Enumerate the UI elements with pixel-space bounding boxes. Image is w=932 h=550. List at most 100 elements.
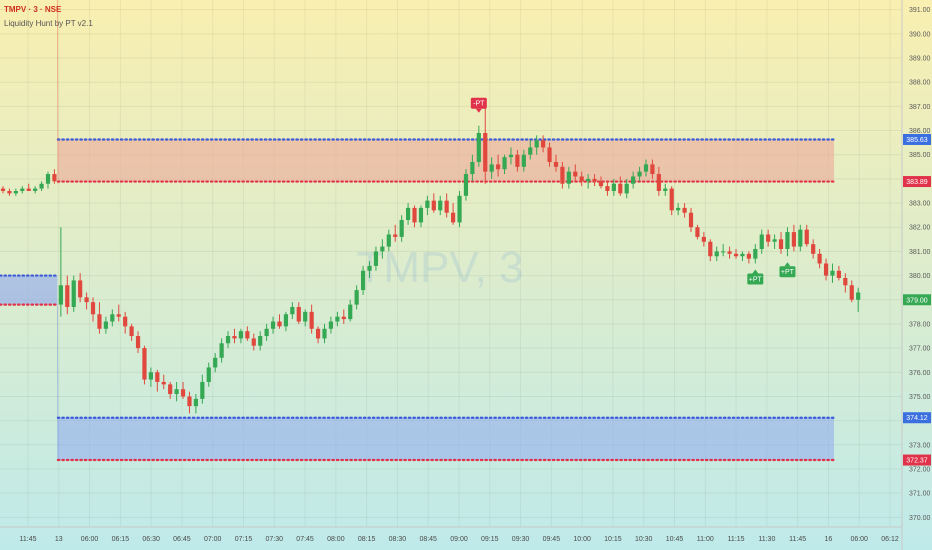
candle-body: [283, 314, 289, 327]
candle-body: [637, 171, 642, 177]
candle-body: [791, 232, 796, 247]
candle-body: [463, 174, 469, 196]
x-tick-label: 08:30: [389, 536, 407, 543]
candle-body: [71, 280, 76, 308]
y-tick-label: 371.00: [909, 491, 931, 498]
candle-body: [528, 147, 533, 155]
x-tick-label: 09:45: [543, 536, 561, 543]
candle-body: [380, 246, 385, 252]
x-tick-label: 07:15: [235, 536, 253, 543]
y-tick-label: 385.00: [909, 152, 931, 159]
y-tick-label: 370.00: [909, 515, 931, 522]
markers: -PT +PT +PT: [470, 97, 796, 285]
price-label-blue: 374.12: [903, 412, 931, 424]
candle-body: [264, 328, 269, 337]
zones: [0, 0, 836, 462]
sell-marker[interactable]: -PT: [470, 97, 487, 113]
price-label-green: 379.00: [903, 294, 931, 306]
x-tick-label: 11:30: [758, 536, 775, 543]
price-label-red: 383.89: [903, 176, 931, 188]
zone-upper-zone: [57, 139, 835, 182]
x-tick-label: 16: [825, 536, 833, 543]
x-tick-label: 07:45: [296, 536, 314, 543]
x-tick-label: 11:45: [20, 536, 37, 543]
price-label-blue: 385.63: [903, 133, 931, 145]
x-tick-label: 11:00: [697, 536, 714, 543]
candle-body: [45, 174, 51, 184]
candle-body: [123, 316, 128, 327]
y-tick-label: 389.00: [909, 56, 931, 63]
candle-body: [425, 200, 430, 208]
time-axis[interactable]: 11:45 13 06:00 06:15 06:30 06:45 07:00 07:15 07:…: [20, 536, 899, 543]
candle-body: [219, 343, 224, 358]
candle-body: [180, 389, 186, 397]
candle-body: [213, 357, 218, 368]
candle-body: [78, 280, 83, 298]
x-tick-label: 06:12: [881, 536, 899, 543]
candle-body: [856, 292, 861, 300]
candle-body: [669, 188, 674, 211]
zone-previous-zone: [0, 275, 58, 305]
y-tick-label: 373.00: [909, 442, 931, 449]
candle-body: [290, 307, 295, 315]
candle-body: [225, 336, 231, 344]
candle-body: [84, 297, 89, 303]
candle-body: [798, 229, 803, 247]
candle-body: [772, 239, 777, 242]
y-tick-label: 377.00: [909, 346, 931, 353]
x-tick-label: 07:30: [266, 536, 284, 543]
y-tick-label: 391.00: [909, 7, 931, 14]
candle-body: [843, 278, 848, 286]
candle-body: [315, 328, 321, 339]
indicator-title[interactable]: Liquidity Hunt by PT v2.1: [4, 19, 93, 28]
candle-body: [270, 321, 276, 329]
candle-body: [90, 302, 96, 315]
candle-body: [695, 227, 700, 237]
candle-body: [643, 164, 649, 172]
y-tick-label: 387.00: [909, 104, 931, 111]
candle-body: [187, 396, 192, 407]
candle-body: [7, 190, 12, 194]
y-tick-label: 386.00: [909, 128, 931, 135]
candle-body: [335, 316, 340, 322]
candle-body: [174, 389, 179, 395]
price-label-text: 383.89: [906, 179, 928, 186]
candle-body: [168, 384, 173, 395]
candle-body: [746, 253, 751, 259]
candle-body: [785, 232, 790, 249]
candle-body: [386, 234, 391, 247]
candle-body: [811, 244, 816, 254]
candle-body: [708, 241, 713, 257]
x-tick-label: 06:30: [142, 536, 160, 543]
candle-body: [258, 336, 263, 346]
candle-body: [206, 367, 211, 382]
candle-body: [470, 161, 475, 175]
buy-marker[interactable]: +PT: [747, 269, 764, 285]
candle-body: [33, 188, 38, 191]
candle-body: [238, 331, 244, 339]
symbol-title[interactable]: TMPV · 3 · NSE: [4, 5, 62, 14]
candle-body: [496, 164, 501, 170]
x-tick-label: 08:15: [358, 536, 376, 543]
x-tick-label: 11:45: [789, 536, 806, 543]
candle-body: [701, 236, 706, 242]
y-tick-label: 372.00: [909, 466, 931, 473]
candle-body: [405, 207, 411, 220]
candle-body: [322, 328, 327, 339]
candle-body: [804, 229, 809, 245]
candle-body: [631, 176, 636, 184]
candle-body: [817, 253, 822, 264]
candle-body: [823, 263, 829, 276]
buy-marker[interactable]: +PT: [779, 262, 796, 278]
candle-body: [515, 154, 520, 167]
candle-body: [759, 234, 764, 249]
y-tick-label: 381.00: [909, 249, 931, 256]
x-tick-label: 08:00: [327, 536, 345, 543]
marker-label: -PT: [473, 101, 485, 108]
x-tick-label: 09:00: [450, 536, 468, 543]
candle-body: [766, 234, 771, 242]
candle-body: [457, 195, 462, 223]
candle-body: [373, 251, 379, 266]
candle-body: [103, 321, 108, 329]
